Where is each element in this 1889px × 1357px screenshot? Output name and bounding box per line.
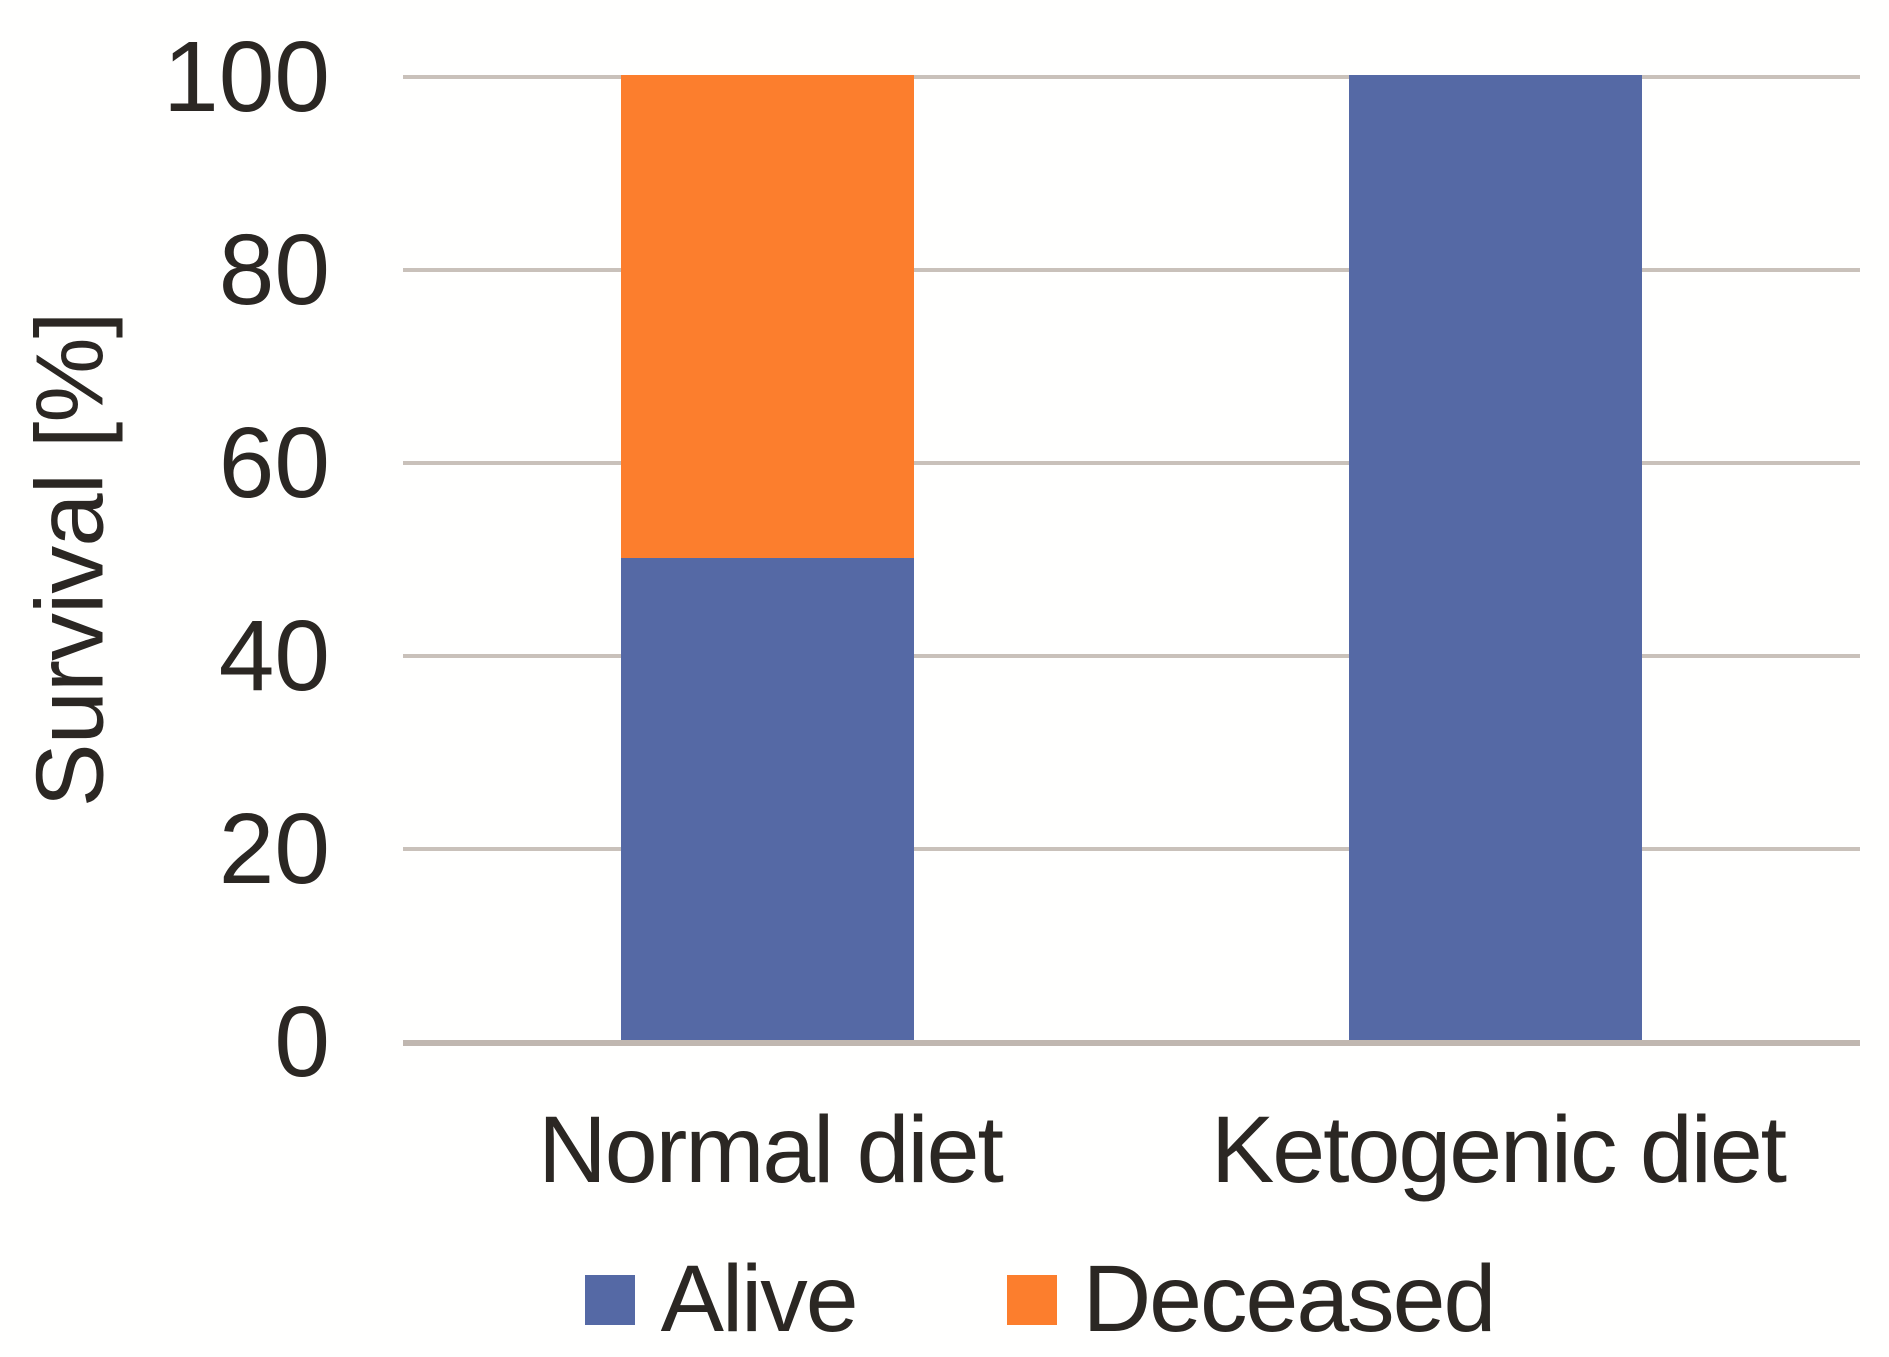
gridline-60: [403, 461, 1860, 465]
bar-segment-deceased: [620, 75, 914, 558]
bar-segment-alive: [620, 557, 914, 1040]
y-tick-label-40: 40: [218, 600, 330, 712]
bar-ketogenic-diet: [1349, 75, 1643, 1040]
y-axis-title: Survival [%]: [10, 77, 130, 1042]
y-tick-label-80: 80: [218, 214, 330, 326]
legend-label-alive: Alive: [660, 1246, 859, 1352]
y-tick-label-20: 20: [218, 793, 330, 905]
category-label-ketogenic-diet: Ketogenic diet: [1210, 1097, 1787, 1203]
gridline-80: [403, 268, 1860, 272]
legend-item-alive: Alive: [584, 1246, 859, 1352]
bar-normal-diet: [620, 75, 914, 1040]
plot-area: [403, 75, 1860, 1046]
gridline-100: [403, 75, 1860, 79]
legend-label-deceased: Deceased: [1082, 1246, 1497, 1352]
x-axis-line: [403, 1040, 1860, 1046]
y-tick-label-60: 60: [218, 407, 330, 519]
y-axis-title-text: Survival [%]: [16, 312, 123, 807]
y-tick-label-0: 0: [274, 986, 330, 1098]
gridline-20: [403, 847, 1860, 851]
legend-item-deceased: Deceased: [1006, 1246, 1497, 1352]
y-tick-label-100: 100: [163, 21, 330, 133]
gridline-40: [403, 654, 1860, 658]
legend-swatch-alive-icon: [584, 1274, 635, 1325]
legend: Alive Deceased: [0, 1252, 1889, 1347]
category-label-normal-diet: Normal diet: [538, 1097, 1004, 1203]
legend-swatch-deceased-icon: [1006, 1274, 1057, 1325]
bar-segment-alive: [1349, 75, 1643, 1040]
